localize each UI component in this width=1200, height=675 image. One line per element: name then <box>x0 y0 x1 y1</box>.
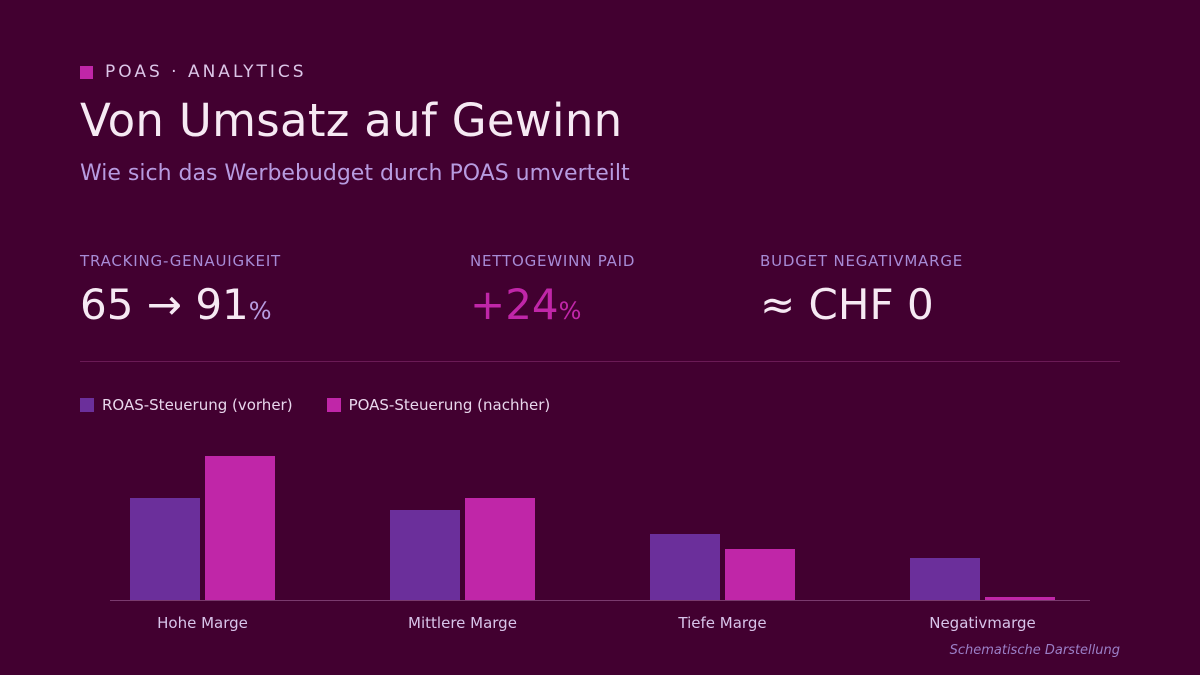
bar-poas-4 <box>985 597 1055 600</box>
kpi-unit: % <box>558 297 582 325</box>
kpi-number: 65 → 91 <box>80 280 249 329</box>
legend-label-poas: POAS-Steuerung (nachher) <box>348 396 551 414</box>
kpi-unit: % <box>248 297 272 325</box>
legend-item-roas: ROAS-Steuerung (vorher) <box>80 396 293 414</box>
chart-legend: ROAS-Steuerung (vorher) POAS-Steuerung (… <box>80 396 584 414</box>
x-tick-label: Hohe Marge <box>157 614 248 632</box>
kpi-label: NETTOGEWINN PAID <box>470 252 636 270</box>
bar-roas-2 <box>390 510 460 600</box>
x-tick-label: Tiefe Marge <box>677 614 766 632</box>
kpi-value: 65 → 91% <box>80 280 281 329</box>
bar-roas-3 <box>650 534 720 600</box>
kpi-number: ≈ CHF 0 <box>760 280 934 329</box>
footnote: Schematische Darstellung <box>949 643 1120 658</box>
page-subtitle: Wie sich das Werbebudget durch POAS umve… <box>80 161 630 186</box>
kpi-negative-budget: BUDGET NEGATIVMARGE ≈ CHF 0 <box>760 252 963 329</box>
legend-swatch-roas <box>80 398 94 412</box>
kpi-number: +24 <box>470 280 559 329</box>
legend-swatch-poas <box>326 398 341 412</box>
eyebrow: POAS · ANALYTICS <box>80 62 307 82</box>
bar-roas-4 <box>910 558 980 600</box>
eyebrow-marker <box>80 65 93 79</box>
kpi-label: TRACKING-GENAUIGKEIT <box>80 252 282 270</box>
kpi-label: BUDGET NEGATIVMARGE <box>760 252 964 270</box>
bar-poas-2 <box>465 498 535 600</box>
bar-poas-3 <box>725 549 795 600</box>
bar-roas-1 <box>130 498 200 600</box>
eyebrow-text: POAS · ANALYTICS <box>105 62 307 82</box>
legend-label-roas: ROAS-Steuerung (vorher) <box>102 396 293 414</box>
page-title: Von Umsatz auf Gewinn <box>80 94 623 147</box>
kpi-tracking: TRACKING-GENAUIGKEIT 65 → 91% <box>80 252 281 329</box>
bar-poas-1 <box>205 456 275 600</box>
x-tick-label: Mittlere Marge <box>408 614 517 632</box>
section-divider <box>80 361 1120 362</box>
kpi-net-profit: NETTOGEWINN PAID +24% <box>470 252 635 329</box>
x-tick-label: Negativmarge <box>929 614 1036 632</box>
legend-item-poas: POAS-Steuerung (nachher) <box>326 396 551 414</box>
kpi-value: ≈ CHF 0 <box>760 280 963 329</box>
kpi-value: +24% <box>470 280 635 329</box>
